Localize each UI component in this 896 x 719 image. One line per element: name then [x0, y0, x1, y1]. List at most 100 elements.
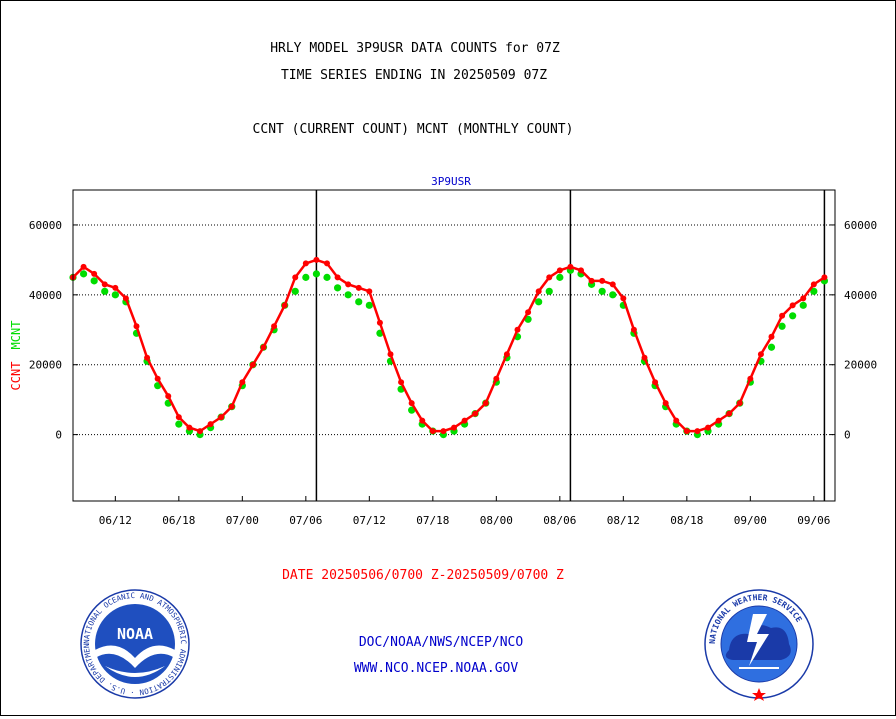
data-point-ccnt [398, 379, 405, 386]
data-point-ccnt [144, 354, 151, 361]
date-range: DATE 20250506/0700 Z-20250509/0700 Z [282, 568, 564, 583]
data-point-ccnt [218, 414, 225, 421]
data-point-ccnt [239, 379, 246, 386]
x-tick-label: 08/12 [607, 514, 640, 527]
series-ccnt [70, 256, 828, 435]
data-point-ccnt [620, 295, 627, 302]
data-point-ccnt [249, 361, 256, 368]
data-point-ccnt [80, 263, 87, 270]
x-tick-label: 08/18 [670, 514, 703, 527]
data-point-ccnt [197, 428, 203, 435]
data-point-mcnt [90, 277, 98, 285]
data-point-ccnt [154, 375, 161, 382]
data-point-ccnt [165, 393, 172, 400]
x-tick-label: 06/18 [162, 514, 195, 527]
data-point-ccnt [440, 428, 447, 435]
data-point-ccnt [821, 274, 828, 281]
data-point-ccnt [630, 326, 637, 333]
data-point-ccnt [122, 295, 129, 302]
data-point-ccnt [376, 319, 383, 326]
series-mcnt [69, 266, 829, 439]
data-point-ccnt [387, 351, 394, 358]
y-tick-label-right: 20000 [844, 359, 877, 372]
data-point-ccnt [482, 400, 489, 407]
chart-subtitle: CCNT (CURRENT COUNT) MCNT (MONTHLY COUNT… [253, 122, 574, 137]
x-tick-label: 07/12 [353, 514, 386, 527]
data-point-mcnt [291, 287, 299, 295]
data-point-ccnt [736, 400, 743, 407]
x-tick-label: 08/06 [543, 514, 576, 527]
data-point-ccnt [493, 375, 500, 382]
data-point-ccnt [779, 312, 786, 319]
x-tick-label: 08/00 [480, 514, 513, 527]
data-point-mcnt [111, 291, 119, 299]
grid-layer [73, 224, 835, 436]
data-point-ccnt [546, 274, 553, 281]
data-point-ccnt [757, 351, 764, 358]
data-point-ccnt [408, 400, 415, 407]
data-point-ccnt [101, 281, 108, 288]
data-point-mcnt [609, 291, 617, 299]
data-point-ccnt [768, 333, 775, 340]
x-tick-label: 07/18 [416, 514, 449, 527]
data-point-ccnt [747, 375, 754, 382]
y-tick-labels: 0 0 20000 20000 40000 40000 60000 60000 [29, 219, 877, 442]
y-tick-label-left: 60000 [29, 219, 62, 232]
data-point-ccnt [186, 424, 193, 431]
org-path: DOC/NOAA/NWS/NCEP/NCO [359, 635, 524, 650]
data-point-mcnt [312, 270, 321, 278]
data-point-ccnt [800, 295, 807, 302]
data-point-mcnt [545, 287, 553, 295]
data-point-ccnt [281, 302, 288, 309]
day-boundary-layer [315, 190, 826, 501]
data-point-ccnt [260, 344, 267, 351]
noaa-logo-text: NOAA [117, 625, 153, 643]
data-point-ccnt [313, 256, 320, 263]
data-point-ccnt [419, 417, 426, 424]
ylabel-mcnt: MCNT [9, 321, 23, 350]
data-point-mcnt [355, 298, 363, 306]
x-tick-label: 09/06 [797, 514, 830, 527]
data-point-ccnt [112, 284, 119, 291]
data-point-mcnt [767, 343, 776, 351]
data-point-ccnt [673, 417, 680, 424]
data-point-mcnt [556, 273, 564, 281]
data-point-ccnt [588, 277, 595, 284]
data-point-ccnt [641, 354, 648, 361]
data-point-ccnt [175, 414, 182, 421]
data-point-mcnt [535, 298, 543, 306]
data-point-ccnt [514, 326, 521, 333]
data-point-ccnt [567, 263, 574, 270]
x-tick-label: 06/12 [99, 514, 132, 527]
data-point-mcnt [778, 322, 786, 330]
y-tick-label-left: 0 [55, 429, 62, 442]
noaa-logo: NATIONAL OCEANIC AND ATMOSPHERIC ADMINIS… [80, 589, 190, 699]
data-point-mcnt [175, 420, 183, 428]
data-point-ccnt [789, 302, 796, 309]
data-point-ccnt [207, 421, 214, 428]
x-tick-label: 09/00 [734, 514, 767, 527]
data-point-mcnt [365, 301, 373, 309]
data-point-ccnt [302, 260, 309, 267]
data-point-ccnt [461, 417, 468, 424]
y-tick-label-left: 20000 [29, 359, 62, 372]
series-layer [69, 256, 829, 439]
data-point-ccnt [366, 288, 373, 295]
nws-logo: NATIONAL WEATHER SERVICE [704, 589, 814, 701]
x-tick-labels: 06/12 06/18 07/00 07/06 07/12 07/18 08/00 08/06… [99, 496, 830, 527]
data-point-mcnt [344, 291, 352, 299]
data-point-ccnt [472, 410, 479, 417]
data-point-ccnt [271, 323, 278, 330]
data-point-mcnt [333, 284, 342, 292]
data-point-ccnt [292, 274, 299, 281]
data-point-ccnt [705, 424, 711, 431]
data-point-ccnt [694, 428, 701, 435]
data-point-ccnt [652, 379, 659, 386]
data-point-ccnt [578, 267, 584, 274]
y-tick-label-right: 60000 [844, 219, 877, 232]
data-point-mcnt [598, 287, 606, 295]
data-point-ccnt [599, 277, 606, 284]
series-line-ccnt [72, 258, 826, 433]
